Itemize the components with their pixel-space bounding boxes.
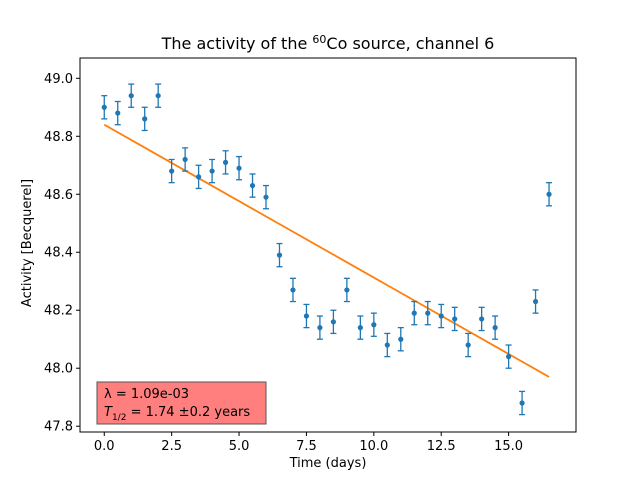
chart-title: The activity of the 60Co source, channel… <box>161 33 495 53</box>
x-tick-label: 10.0 <box>359 439 388 454</box>
y-tick-label: 49.0 <box>44 72 73 87</box>
x-tick-label: 0.0 <box>94 439 115 454</box>
data-point <box>532 298 539 305</box>
data-point <box>452 316 458 322</box>
data-point <box>276 252 283 258</box>
data-point <box>303 313 310 319</box>
data-point <box>425 310 431 316</box>
data-point <box>371 322 377 328</box>
x-axis-label: Time (days) <box>289 456 367 471</box>
data-point <box>344 287 350 293</box>
data-point <box>492 325 498 331</box>
data-point <box>249 182 256 189</box>
data-point <box>290 287 296 293</box>
x-tick-label: 12.5 <box>427 439 456 454</box>
fit-line <box>103 123 550 378</box>
y-tick-label: 48.0 <box>44 362 73 377</box>
plot-area: 0.0 2.5 5.0 7.5 10.0 12.5 15.0 47.8 48.0 48.2 48.4… <box>44 57 577 454</box>
data-point <box>236 165 242 171</box>
x-tick-label: 5.0 <box>229 439 250 454</box>
data-point <box>438 313 444 319</box>
annotation-box: λ = 1.09e-03 T1/2 = 1.74 ±0.2 years <box>96 381 267 425</box>
annotation-half-life: T1/2 = 1.74 ±0.2 years <box>104 405 250 423</box>
data-point <box>506 354 512 360</box>
annotation-lambda: λ = 1.09e-03 <box>104 387 189 402</box>
data-point <box>222 159 229 165</box>
data-point <box>155 93 161 99</box>
annotation-background <box>96 381 267 425</box>
data-point <box>384 342 390 348</box>
data-point <box>411 310 417 316</box>
y-tick-label: 48.4 <box>44 246 73 261</box>
data-point <box>142 116 148 122</box>
x-tick-label: 2.5 <box>161 439 182 454</box>
x-tick-label: 7.5 <box>296 439 317 454</box>
data-point <box>209 168 215 174</box>
x-tick-label: 15.0 <box>494 439 523 454</box>
data-point <box>357 325 363 331</box>
data-point <box>330 319 336 325</box>
data-point <box>317 325 323 331</box>
data-point <box>546 191 552 197</box>
y-tick-label: 48.6 <box>44 188 73 203</box>
data-point <box>115 110 121 116</box>
y-tick-label: 47.8 <box>44 420 73 435</box>
data-point <box>519 400 525 406</box>
data-point <box>398 336 404 342</box>
data-point <box>128 93 134 99</box>
data-point <box>101 104 107 110</box>
data-point <box>169 168 175 174</box>
y-tick-label: 48.8 <box>44 130 73 145</box>
data-point <box>182 156 188 163</box>
data-point <box>196 174 202 180</box>
y-tick-label: 48.2 <box>44 304 73 319</box>
data-point <box>465 342 471 348</box>
y-axis-label: Activity [Becquerel] <box>20 179 35 307</box>
axes-frame <box>79 57 577 433</box>
data-point <box>263 194 269 200</box>
data-point <box>479 316 485 322</box>
